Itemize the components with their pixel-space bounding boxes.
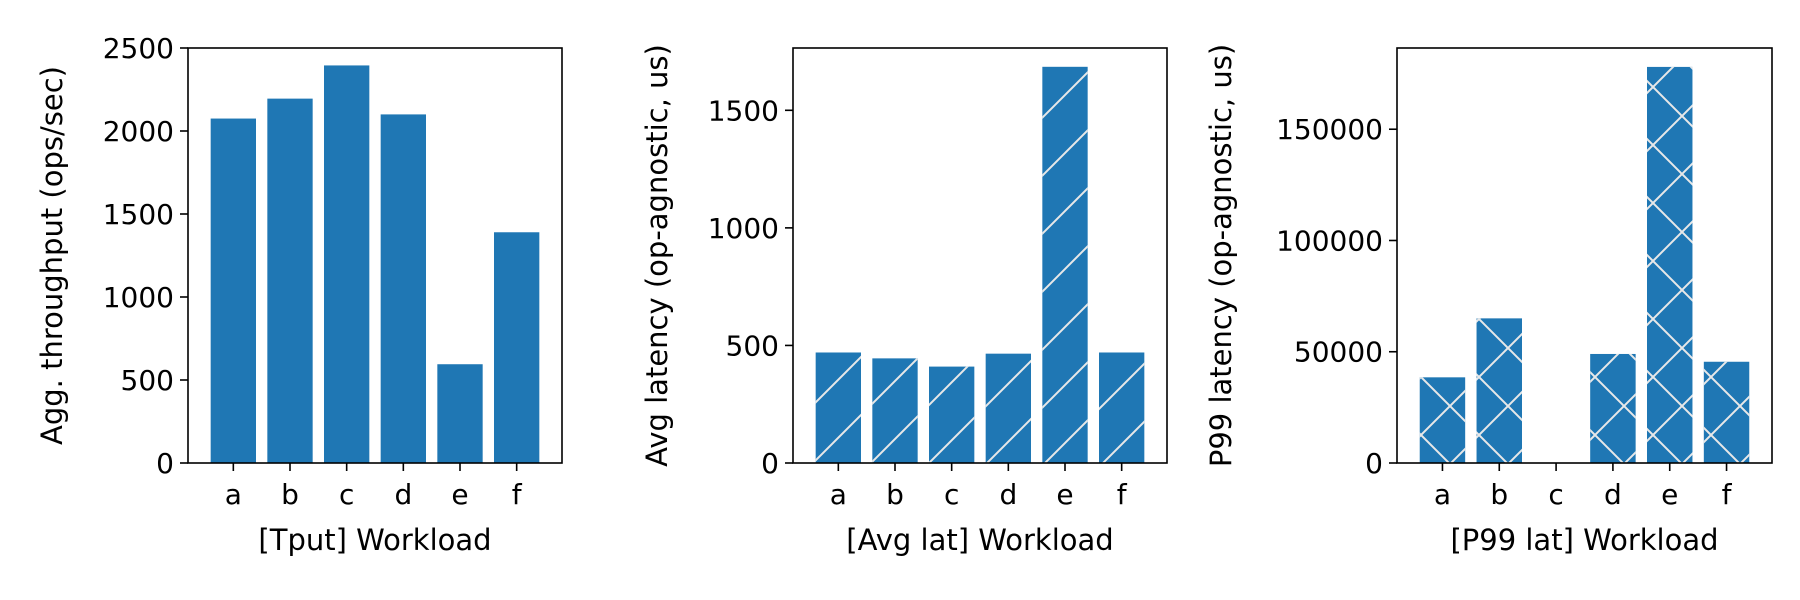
y-tick-label: 500: [121, 364, 174, 397]
bar-hatch-a: [815, 352, 861, 463]
y-axis-label: P99 latency (op-agnostic, us): [1204, 44, 1238, 467]
plot-frame: [187, 47, 563, 464]
x-axis-label: [Tput] Workload: [258, 523, 491, 557]
y-tick-label: 1000: [103, 281, 174, 314]
bar-f: [494, 232, 540, 463]
x-tick-label: f: [1722, 478, 1733, 511]
chart-panel-1: a b c d e f 0 500 1000 1500 2000 2500 [Tput] Workloa…: [35, 32, 563, 557]
x-tick-label: d: [394, 478, 412, 511]
x-tick-label: c: [339, 478, 354, 511]
bar-hatch-f: [1703, 361, 1750, 463]
bar-a: [210, 118, 256, 464]
x-tick-label: e: [1056, 478, 1073, 511]
x-axis-label: [P99 lat] Workload: [1450, 523, 1718, 557]
bar-hatch-e: [1647, 66, 1693, 463]
x-tick-label: b: [1490, 478, 1508, 511]
x-tick-label: e: [451, 478, 468, 511]
x-tick-label: f: [512, 478, 523, 511]
x-tick-label: d: [1604, 478, 1622, 511]
plot-frame: [1396, 47, 1773, 464]
y-axis-label: Agg. throughput (ops/sec): [35, 66, 69, 445]
y-tick-label: 2000: [103, 115, 174, 148]
x-axis-label: [Avg lat] Workload: [846, 523, 1113, 557]
x-tick-label: c: [944, 478, 959, 511]
y-tick-label: 1500: [103, 198, 174, 231]
x-tick-label: b: [281, 478, 299, 511]
x-tick-label: c: [1548, 478, 1563, 511]
bar-hatch-d: [1590, 353, 1636, 463]
y-tick-label: 0: [761, 447, 779, 480]
x-tick-label: a: [1434, 478, 1451, 511]
bar-b: [267, 98, 313, 463]
x-tick-label: d: [999, 478, 1017, 511]
y-axis-label: Avg latency (op-agnostic, us): [640, 44, 674, 467]
bar-c: [324, 65, 370, 464]
y-tick-label: 2500: [103, 32, 174, 65]
x-tick-label: a: [830, 478, 847, 511]
plot-frame: [792, 47, 1168, 464]
chart-panel-2: a b c d e f 0 500 1000 1500 [Avg lat] Workload Avg …: [640, 44, 1168, 557]
x-tick-label: e: [1661, 478, 1678, 511]
y-tick-label: 500: [726, 329, 779, 362]
y-tick-label: 0: [156, 447, 174, 480]
y-tick-label: 100000: [1276, 224, 1383, 257]
y-tick-label: 0: [1365, 447, 1383, 480]
bar-hatch-e: [1042, 66, 1088, 464]
bar-hatch-a: [1419, 377, 1466, 463]
bar-hatch-b: [1476, 318, 1522, 463]
bar-hatch-d: [985, 353, 1031, 463]
y-tick-label: 150000: [1276, 113, 1383, 146]
bar-hatch-b: [872, 358, 918, 463]
y-tick-label: 1500: [708, 94, 779, 127]
bar-d: [380, 114, 426, 464]
y-tick-label: 1000: [708, 212, 779, 245]
bar-hatch-f: [1099, 352, 1145, 463]
x-tick-label: a: [225, 478, 242, 511]
bar-e: [437, 364, 483, 463]
x-tick-label: f: [1117, 478, 1128, 511]
y-tick-label: 50000: [1294, 336, 1383, 369]
bar-hatch-c: [929, 366, 975, 463]
chart-panel-3: a b c d e f 0 50000 100000 150000 [P99 lat] Worklo…: [1204, 44, 1773, 557]
x-tick-label: b: [886, 478, 904, 511]
